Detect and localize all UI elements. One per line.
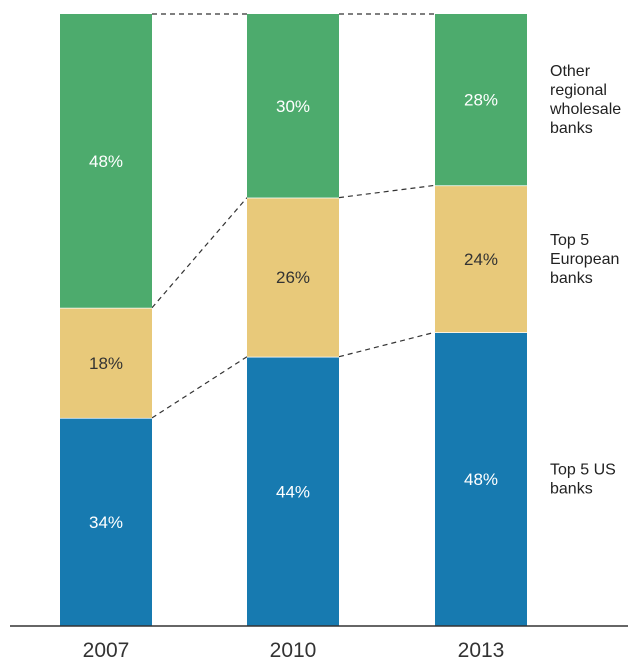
data-label-1-2013: 24% (464, 250, 498, 269)
connector-line (151, 197, 248, 309)
connector-line (338, 331, 436, 358)
bar-segment-1-2013 (435, 185, 527, 333)
bar-segment-0-2010 (247, 356, 339, 626)
bar-segment-0-2007 (60, 417, 152, 626)
data-labels: 34% 18% 48% 44% 26% 30% 48% 24% 28% (89, 91, 498, 532)
legend-item-1: Top 5 European banks (550, 232, 619, 287)
bar-segment-0-2013 (435, 332, 527, 626)
data-label-0-2007: 34% (89, 513, 123, 532)
bar-segment-1-2010 (247, 197, 339, 357)
x-tick-label-2010: 2010 (270, 639, 317, 662)
bars (60, 14, 527, 626)
x-tick-label-2007: 2007 (83, 639, 130, 662)
x-tick-label-2013: 2013 (458, 639, 505, 662)
bar-segment-1-2007 (60, 307, 152, 418)
data-label-2-2010: 30% (276, 97, 310, 116)
data-label-2-2013: 28% (464, 91, 498, 110)
data-label-1-2007: 18% (89, 354, 123, 373)
data-label-0-2010: 44% (276, 482, 310, 501)
legend: Top 5 US banks Top 5 European banks Other regi… (549, 63, 621, 497)
data-label-0-2013: 48% (464, 470, 498, 489)
bar-segment-2-2010 (247, 14, 339, 198)
x-axis-ticks: 2007 2010 2013 (83, 639, 505, 662)
legend-item-2: Other regional wholesale banks (549, 63, 621, 137)
connector-line (338, 184, 436, 199)
bar-segment-2-2007 (60, 14, 152, 308)
connector-lines (151, 13, 436, 419)
data-label-1-2010: 26% (276, 268, 310, 287)
bar-segment-2-2013 (435, 14, 527, 186)
data-label-2-2007: 48% (89, 152, 123, 171)
connector-line (151, 356, 248, 419)
legend-item-0: Top 5 US banks (550, 462, 616, 498)
